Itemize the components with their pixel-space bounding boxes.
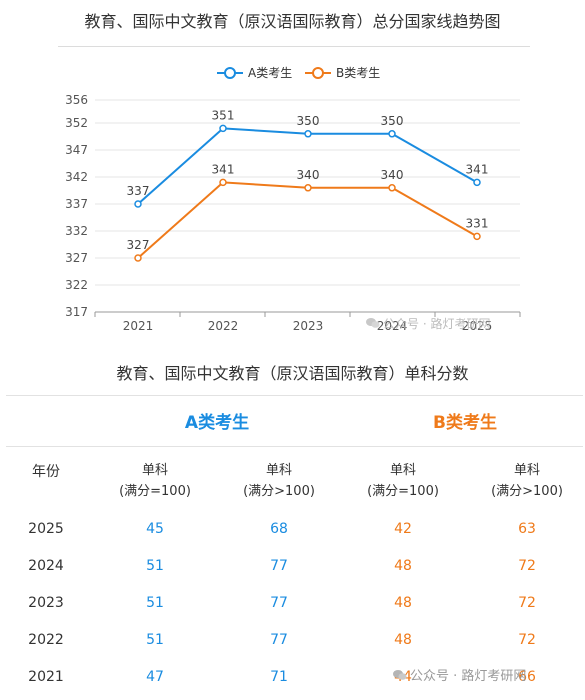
row-year: 2021 — [28, 669, 64, 685]
y-tick-label: 317 — [65, 305, 88, 319]
series-line — [137, 127, 478, 205]
score-cell: 51 — [146, 595, 164, 611]
data-label: 350 — [381, 114, 404, 128]
score-cell: 48 — [394, 595, 412, 611]
score-cell: 68 — [270, 521, 288, 537]
col-header-label: 单科 — [141, 463, 168, 478]
score-cell: 42 — [394, 521, 412, 537]
row-year: 2023 — [28, 595, 64, 611]
col-header-sublabel: (满分=100) — [367, 484, 439, 499]
col-header-b-single-over-100: 单科 (满分>100) — [467, 460, 585, 502]
group-b-header: B类考生 — [433, 413, 497, 433]
data-label: 327 — [127, 238, 150, 252]
row-year: 2025 — [28, 521, 64, 537]
score-cell: 77 — [270, 595, 288, 611]
score-cell: 48 — [394, 632, 412, 648]
table-top-divider — [6, 395, 583, 396]
score-cell: 45 — [146, 521, 164, 537]
group-header-divider — [6, 446, 583, 447]
wechat-icon — [366, 318, 380, 328]
score-cell: 77 — [270, 632, 288, 648]
score-cell: 48 — [394, 558, 412, 574]
col-header-sublabel: (满分=100) — [119, 484, 191, 499]
row-year: 2024 — [28, 558, 64, 574]
data-point — [473, 178, 481, 187]
table-title: 教育、国际中文教育（原汉语国际教育）单科分数 — [116, 364, 469, 383]
col-header-b-single-100: 单科 (满分=100) — [343, 460, 463, 502]
score-cell: 51 — [146, 558, 164, 574]
data-point — [388, 184, 396, 192]
y-tick-label: 347 — [65, 143, 88, 157]
score-cell: 72 — [518, 595, 536, 611]
y-tick-label: 322 — [65, 278, 88, 292]
data-point — [134, 200, 142, 208]
data-point — [134, 254, 142, 262]
group-a-header: A类考生 — [184, 413, 250, 433]
data-label: 341 — [466, 162, 489, 176]
y-tick-label: 337 — [65, 197, 88, 211]
x-tick-label: 2021 — [123, 319, 154, 333]
legend-label: A类考生 — [248, 66, 292, 80]
y-tick-label: 332 — [65, 224, 88, 238]
col-header-sublabel: (满分>100) — [243, 484, 315, 499]
col-header-label: 单科 — [265, 463, 292, 478]
score-cell: 77 — [270, 558, 288, 574]
data-label: 351 — [212, 108, 235, 122]
chart-watermark: 公众号 · 路灯考研网 — [366, 315, 490, 332]
col-header-label: 单科 — [389, 463, 416, 478]
data-point — [219, 178, 227, 187]
legend-marker — [224, 67, 236, 79]
year-column-header: 年份 — [32, 464, 60, 480]
data-label: 340 — [381, 168, 404, 182]
x-tick-label: 2023 — [293, 319, 324, 333]
data-label: 337 — [127, 184, 150, 198]
data-label: 341 — [212, 162, 235, 176]
data-label: 350 — [297, 114, 320, 128]
score-cell: 63 — [518, 521, 536, 537]
y-tick-label: 352 — [65, 116, 88, 130]
y-tick-label: 327 — [65, 251, 88, 265]
score-cell: 72 — [518, 632, 536, 648]
x-tick-label: 2024 — [377, 319, 408, 333]
x-tick-label: 2022 — [208, 319, 239, 333]
score-cell: 72 — [518, 558, 536, 574]
score-cell: 47 — [146, 669, 164, 685]
data-label: 331 — [466, 216, 489, 230]
series-line — [137, 181, 478, 259]
legend-label: B类考生 — [336, 66, 380, 80]
data-point — [304, 130, 312, 138]
score-cell: 51 — [146, 632, 164, 648]
table-watermark-text: 公众号 · 路灯考研网 — [410, 669, 527, 684]
data-point — [473, 232, 481, 241]
chart-watermark-text: 公众号 · 路灯考研网 — [383, 317, 491, 331]
col-header-label: 单科 — [513, 463, 540, 478]
data-label: 340 — [297, 168, 320, 182]
y-tick-label: 342 — [65, 170, 88, 184]
y-tick-label: 356 — [65, 93, 88, 107]
x-tick-label: 2025 — [462, 319, 493, 333]
col-header-a-single-100: 单科 (满分=100) — [95, 460, 215, 502]
title-divider — [58, 46, 530, 47]
data-point — [304, 184, 312, 192]
line-chart: 356 352 347 342 337 332 327 322 317 2021 2022 2023 2… — [65, 66, 521, 333]
score-cell: 71 — [270, 669, 288, 685]
data-point — [219, 124, 227, 133]
table-watermark: 公众号 · 路灯考研网 — [393, 665, 526, 684]
col-header-sublabel: (满分>100) — [491, 484, 563, 499]
col-header-a-single-over-100: 单科 (满分>100) — [219, 460, 339, 502]
chart-title: 教育、国际中文教育（原汉语国际教育）总分国家线趋势图 — [84, 12, 501, 31]
legend-marker — [312, 67, 324, 79]
data-point — [388, 130, 396, 138]
wechat-icon — [393, 670, 407, 680]
score-cell: 66 — [518, 669, 536, 685]
row-year: 2022 — [28, 632, 64, 648]
